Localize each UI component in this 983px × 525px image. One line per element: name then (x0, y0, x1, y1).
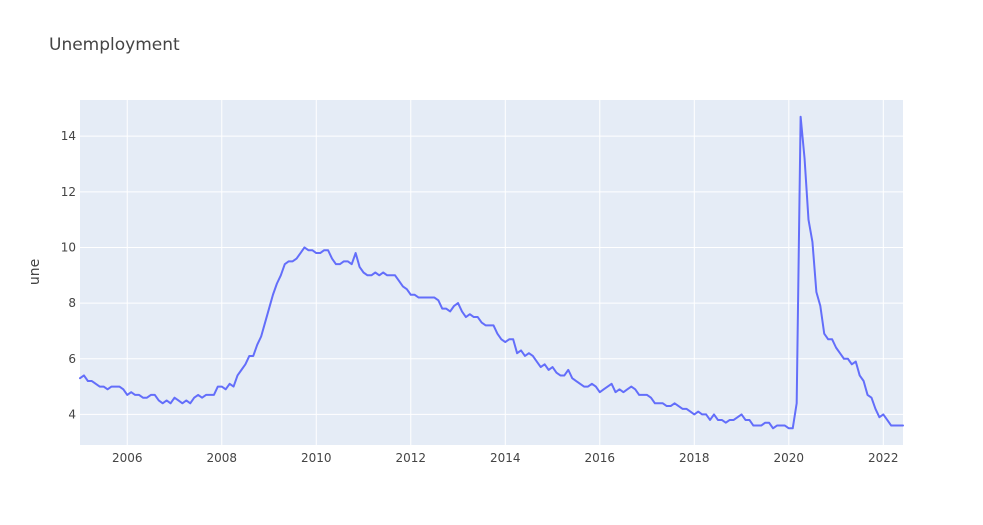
x-tick-label-2014: 2014 (490, 451, 521, 465)
x-tick-label-2022: 2022 (868, 451, 899, 465)
x-gridlines (126, 100, 884, 445)
y-tick-label-14: 14 (61, 129, 76, 143)
y-axis-tick-labels: 4 6 8 10 12 14 (61, 129, 76, 421)
x-tick-label-2018: 2018 (679, 451, 710, 465)
x-tick-label-2012: 2012 (396, 451, 427, 465)
y-tick-label-10: 10 (61, 240, 76, 254)
plot-area (80, 100, 903, 445)
x-tick-label-2020: 2020 (774, 451, 805, 465)
y-tick-label-12: 12 (61, 185, 76, 199)
x-axis-tick-labels: 2006 2008 2010 2012 2014 2016 2018 2020 2022 (112, 451, 899, 465)
series-line-une (79, 115, 904, 430)
y-tick-label-4: 4 (68, 407, 76, 421)
y-axis-title: une (27, 259, 43, 285)
x-tick-label-2010: 2010 (301, 451, 332, 465)
x-tick-label-2008: 2008 (206, 451, 237, 465)
y-tick-label-8: 8 (68, 296, 76, 310)
x-tick-label-2006: 2006 (112, 451, 143, 465)
x-tick-label-2016: 2016 (585, 451, 616, 465)
y-gridlines (80, 135, 903, 415)
chart-title: Unemployment (49, 35, 180, 55)
y-tick-label-6: 6 (68, 352, 76, 366)
